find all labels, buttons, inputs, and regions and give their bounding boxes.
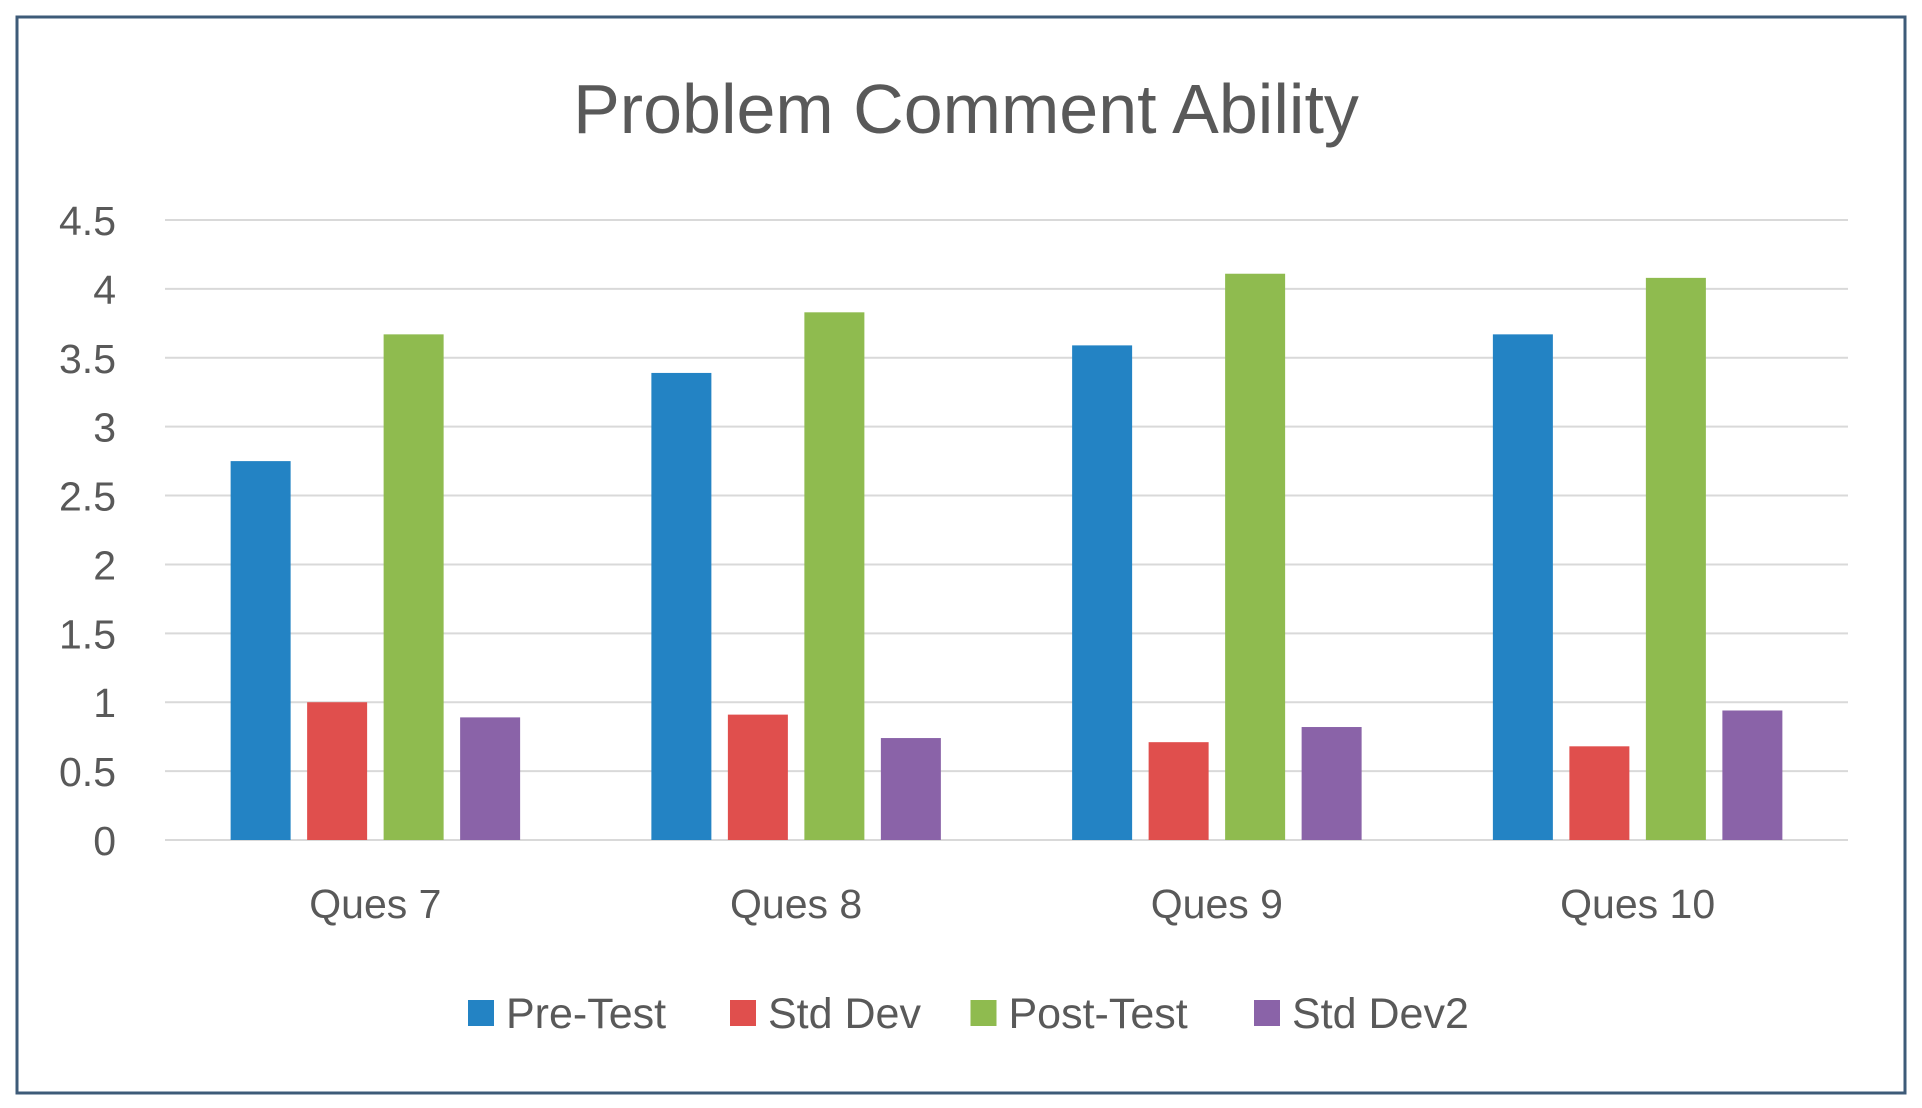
- y-tick-label: 4.5: [59, 198, 116, 244]
- bar-pre-test-1: [230, 461, 291, 840]
- bar-std-dev-1: [307, 702, 368, 840]
- legend-label: Pre-Test: [506, 990, 666, 1038]
- y-tick-label: 1.5: [59, 611, 116, 657]
- x-axis-categories: Ques 7 Ques 8 Ques 9 Ques 10: [309, 881, 1715, 927]
- y-tick-label: 0.5: [59, 749, 116, 795]
- y-tick-label: 1: [93, 680, 116, 726]
- bar-post-test-2: [804, 312, 865, 840]
- legend-item-std-dev: Std Dev: [730, 990, 921, 1038]
- bar-post-test-1: [383, 334, 444, 840]
- chart-border: [15, 15, 1907, 1095]
- legend-item-std-dev2: Std Dev2: [1254, 990, 1469, 1038]
- legend-swatch: [1254, 1000, 1280, 1026]
- bar-std-dev-3: [1148, 742, 1209, 840]
- bars: [230, 273, 1783, 840]
- legend-swatch: [970, 1000, 997, 1026]
- chart-title: Problem Comment Ability: [573, 70, 1359, 148]
- y-tick-label: 4: [93, 267, 116, 313]
- legend-item-pre-test: Pre-Test: [468, 990, 666, 1038]
- y-tick-label: 2: [93, 542, 116, 588]
- bar-post-test-3: [1225, 273, 1286, 840]
- y-axis-ticks: 0 0.5 1 1.5 2 2.5 3 3.5 4 4.5: [59, 198, 116, 864]
- bar-std-dev2-4: [1722, 710, 1783, 840]
- bar-std-dev-2: [727, 714, 788, 840]
- x-category-label: Ques 10: [1560, 881, 1715, 927]
- legend-item-post-test: Post-Test: [970, 990, 1188, 1038]
- bar-post-test-4: [1645, 277, 1706, 840]
- y-tick-label: 2.5: [59, 474, 116, 520]
- bar-std-dev2-1: [460, 717, 521, 840]
- legend-swatch: [730, 1000, 756, 1026]
- x-category-label: Ques 8: [730, 881, 862, 927]
- bar-std-dev2-2: [880, 738, 941, 840]
- bar-pre-test-2: [651, 372, 712, 840]
- gridlines: [165, 219, 1848, 841]
- bar-std-dev2-3: [1301, 727, 1362, 840]
- bar-pre-test-4: [1492, 334, 1553, 840]
- legend-swatch: [468, 1000, 494, 1026]
- legend-label: Post-Test: [1009, 990, 1188, 1038]
- y-tick-label: 0: [93, 818, 116, 864]
- y-tick-label: 3: [93, 405, 116, 451]
- legend: Pre-Test Std Dev Post-Test Std Dev2: [468, 990, 1469, 1038]
- bar-pre-test-3: [1072, 345, 1133, 840]
- y-tick-label: 3.5: [59, 336, 116, 382]
- bar-std-dev-4: [1569, 746, 1630, 840]
- x-category-label: Ques 7: [309, 881, 441, 927]
- x-category-label: Ques 9: [1151, 881, 1283, 927]
- legend-label: Std Dev: [768, 990, 921, 1038]
- legend-label: Std Dev2: [1292, 990, 1469, 1038]
